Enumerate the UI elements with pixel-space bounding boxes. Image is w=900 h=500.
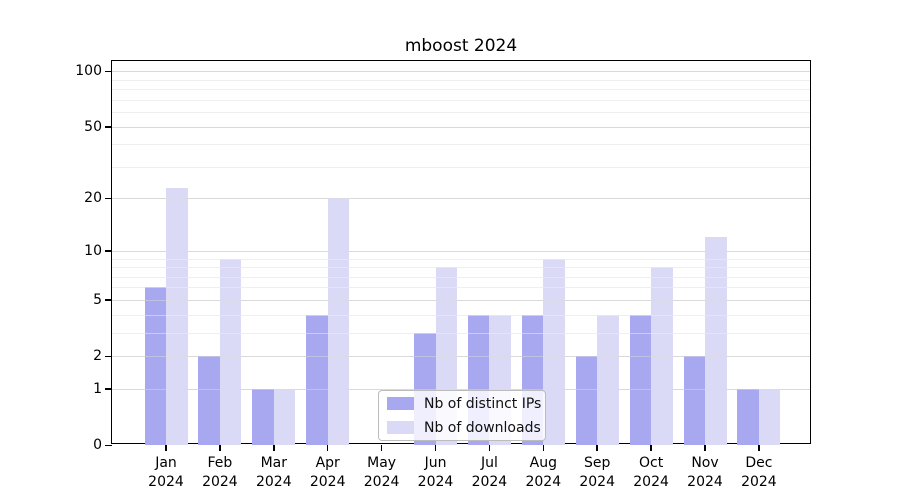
- bar-downloads-feb: [219, 258, 242, 445]
- x-tick-label-jan: Jan 2024: [148, 455, 184, 490]
- x-tick-label-aug: Aug 2024: [525, 455, 562, 490]
- gridlines-over-layer: [112, 61, 810, 443]
- y-tick-label-50: 50: [84, 118, 102, 135]
- x-tick-mark-dec: [758, 445, 760, 451]
- y-tick-label-100: 100: [75, 63, 102, 80]
- chart-title: mboost 2024: [404, 36, 518, 56]
- gridline-minor-70: [112, 99, 810, 101]
- x-tick-mark-may: [380, 445, 383, 451]
- bar-distinct-ips-jan: [144, 287, 166, 445]
- y-tick-mark-20: [105, 197, 112, 200]
- bar-downloads-apr: [327, 198, 350, 445]
- x-tick-mark-feb: [219, 445, 221, 451]
- bar-downloads-sep: [597, 314, 619, 445]
- x-tick-mark-nov: [704, 445, 706, 451]
- x-tick-mark-jun: [434, 445, 437, 451]
- legend: Nb of distinct IPs Nb of downloads: [378, 390, 546, 441]
- bar-downloads-jan: [166, 187, 188, 445]
- bar-downloads-aug: [543, 258, 565, 445]
- x-tick-label-dec: Dec 2024: [741, 455, 777, 490]
- bar-downloads-dec: [758, 388, 781, 445]
- x-tick-label-nov: Nov 2024: [687, 455, 723, 490]
- plot-area: 0 1 2 5 10 20 50 100 Jan 2024 Feb 2024 Mar 2024 Apr…: [75, 60, 811, 490]
- y-tick-label-2: 2: [93, 348, 102, 364]
- y-tick-label-0: 0: [93, 437, 102, 453]
- gridline-major-5: [112, 299, 810, 301]
- bar-distinct-ips-feb: [198, 356, 220, 445]
- legend-swatch-distinct-ips: [387, 397, 414, 410]
- gridline-major-10: [112, 250, 810, 252]
- gridline-minor-8: [112, 267, 810, 268]
- y-tick-mark-0: [105, 444, 112, 446]
- gridline-minor-90: [112, 79, 810, 81]
- x-tick-label-may: May 2024: [363, 455, 400, 490]
- x-tick-label-mar: Mar 2024: [255, 455, 292, 490]
- gridline-minor-4: [112, 314, 810, 316]
- x-tick-mark-apr: [326, 445, 329, 451]
- bar-distinct-ips-oct: [629, 314, 652, 445]
- y-tick-mark-100: [105, 70, 112, 73]
- bar-distinct-ips-dec: [737, 388, 759, 445]
- bar-distinct-ips-sep: [575, 356, 598, 445]
- legend-label-distinct-ips: Nb of distinct IPs: [424, 395, 542, 412]
- bar-distinct-ips-mar: [252, 388, 274, 445]
- y-tick-label-5: 5: [93, 291, 102, 308]
- gridline-minor-80: [112, 89, 810, 90]
- gridline-major-20: [112, 198, 810, 200]
- legend-label-downloads: Nb of downloads: [424, 419, 541, 436]
- bar-downloads-mar: [273, 388, 296, 445]
- gridline-minor-60: [112, 112, 810, 113]
- bar-downloads-nov: [705, 237, 727, 445]
- gridline-minor-3: [112, 332, 810, 334]
- bar-distinct-ips-nov: [683, 356, 705, 445]
- y-tick-mark-1: [105, 388, 112, 390]
- legend-swatch-downloads: [387, 421, 414, 434]
- y-tick-label-10: 10: [84, 242, 102, 259]
- x-tick-mark-jan: [165, 445, 167, 451]
- x-tick-mark-aug: [542, 445, 545, 451]
- gridline-major-100: [112, 71, 810, 73]
- y-tick-mark-5: [105, 299, 112, 301]
- y-tick-mark-10: [105, 250, 112, 252]
- x-tick-mark-sep: [596, 445, 598, 451]
- x-tick-mark-jul: [488, 445, 491, 451]
- x-tick-mark-oct: [650, 445, 652, 451]
- gridline-minor-7: [112, 276, 810, 278]
- bar-distinct-ips-apr: [306, 314, 328, 445]
- x-tick-label-jun: Jun 2024: [417, 455, 454, 490]
- x-tick-label-jul: Jul 2024: [471, 455, 508, 490]
- x-tick-label-sep: Sep 2024: [579, 455, 615, 490]
- gridline-minor-9: [112, 258, 810, 260]
- y-tick-mark-2: [105, 355, 112, 357]
- x-tick-label-oct: Oct 2024: [633, 455, 669, 490]
- gridline-minor-6: [112, 287, 810, 289]
- gridline-major-1: [112, 388, 810, 390]
- gridline-minor-30: [112, 166, 810, 168]
- gridline-minor-40: [112, 144, 810, 146]
- gridline-major-2: [112, 356, 810, 357]
- x-tick-label-feb: Feb 2024: [202, 455, 238, 490]
- y-tick-label-20: 20: [84, 190, 102, 207]
- x-tick-label-apr: Apr 2024: [309, 455, 346, 490]
- x-tick-mark-mar: [273, 445, 275, 451]
- y-tick-label-1: 1: [93, 380, 102, 397]
- y-tick-mark-50: [105, 126, 112, 128]
- legend-item-distinct-ips: Nb of distinct IPs: [379, 393, 545, 414]
- axis-ticks-layer: 0 1 2 5 10 20 50 100 Jan 2024 Feb 2024 Mar 2024 Apr…: [75, 61, 810, 490]
- gridline-major-50: [112, 126, 810, 128]
- legend-item-downloads: Nb of downloads: [379, 417, 545, 438]
